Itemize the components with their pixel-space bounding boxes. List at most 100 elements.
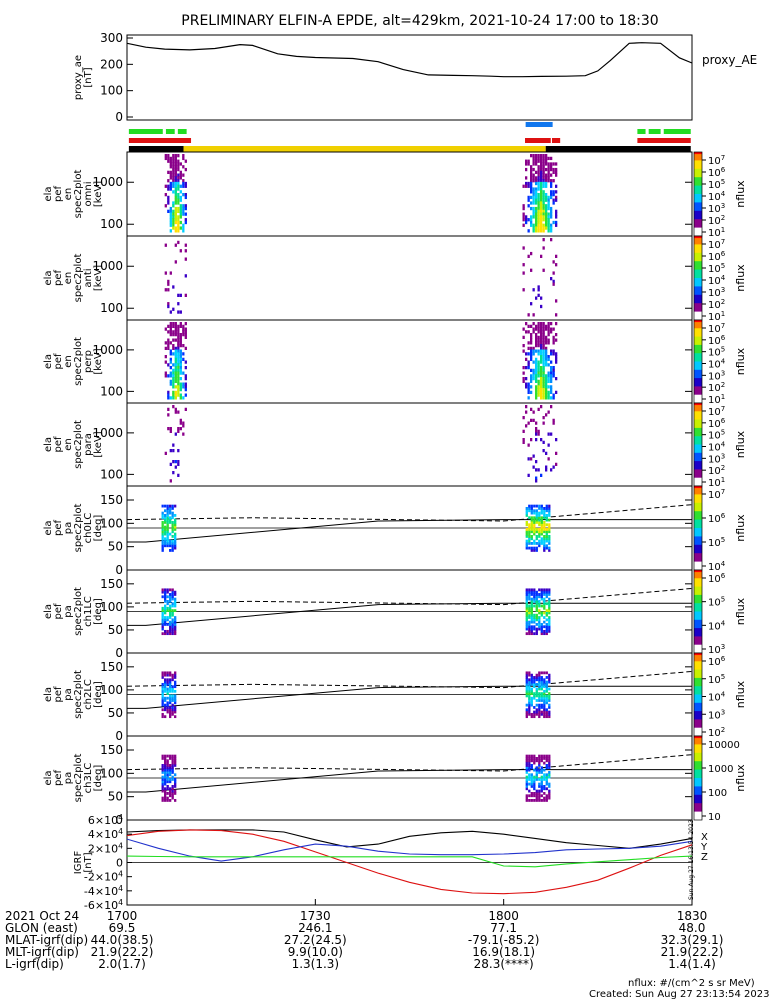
spectrogram-cell [540, 799, 543, 802]
spectrogram-cell [538, 792, 541, 795]
spectrogram-cell [166, 778, 169, 781]
spectrogram-cell [525, 546, 528, 550]
cbar-tick-label: 101 [708, 226, 725, 239]
spectrogram-cell [169, 778, 172, 781]
spectrogram-cell [522, 327, 525, 331]
spectrogram-cell [167, 344, 170, 348]
colorbar-cell [694, 530, 702, 533]
spectrogram-cell [174, 159, 177, 163]
time-row-value: 2.0(1.7) [98, 957, 146, 971]
spectrogram-cell [530, 549, 533, 552]
colorbar-cell [694, 330, 702, 333]
spectrogram-cell [167, 288, 170, 292]
spectrogram-cell [552, 198, 555, 202]
spectrogram-cell [171, 535, 174, 538]
spectrogram-cell [184, 243, 187, 247]
spectrogram-cell [161, 757, 164, 760]
ytick-label: 100 [100, 600, 123, 614]
spectrogram-cell [530, 521, 533, 524]
colorbar [693, 235, 703, 321]
spectrogram-cell [525, 609, 528, 612]
spectrogram-cell [171, 703, 174, 707]
spectrogram-cell [164, 678, 167, 682]
spectrogram-cell [525, 523, 528, 527]
spectrogram-cell [538, 785, 541, 788]
spectrogram-cell [532, 226, 535, 230]
spectrogram-cell [161, 789, 164, 793]
spectrogram-cell [540, 181, 543, 186]
spectrogram-cell [540, 338, 543, 342]
spectrogram-cell [540, 504, 543, 508]
spectrogram-cell [171, 609, 174, 612]
spectrogram-cell [535, 766, 538, 770]
colorbar-cell [694, 292, 702, 296]
spectrogram-cell [530, 782, 533, 786]
spectrogram-cell [540, 357, 543, 361]
colorbar-cell [694, 162, 702, 166]
spectrogram-cell [533, 799, 536, 802]
panel-ylabel-line: ela [43, 604, 54, 619]
spectrogram-cell [535, 341, 538, 345]
spectrogram-cell [535, 632, 538, 636]
spectrogram-cell [174, 539, 177, 543]
spectrogram-cell [164, 516, 167, 520]
spectrogram-cell [542, 385, 545, 389]
cbar-tick-label: 105 [708, 596, 725, 609]
spectrogram-cell [528, 764, 531, 767]
spectrogram-cell [161, 785, 164, 788]
colorbar-cell [694, 286, 702, 289]
spectrogram-cell [161, 768, 164, 772]
spectrogram-cell [530, 620, 533, 624]
spectrogram-cell [530, 187, 533, 191]
spectrogram-cell [174, 597, 177, 601]
spectrogram-cell [161, 511, 164, 515]
spectrogram-cell [527, 195, 530, 200]
spectrogram-cell [533, 546, 536, 550]
spectrogram-cell [528, 523, 531, 527]
spectrogram-cell [161, 606, 164, 610]
spectrogram-cell [164, 703, 167, 707]
spectrogram-cell [530, 535, 533, 538]
spectrogram-cell [166, 544, 169, 548]
spectrogram-cell [169, 349, 172, 353]
spectrogram-cell [177, 184, 180, 188]
colorbar-cell [694, 596, 702, 600]
spectrogram-cell [179, 333, 182, 337]
spectrogram-cell [547, 165, 550, 169]
spectrogram-cell [543, 715, 546, 719]
spectrogram-cell [538, 542, 541, 545]
spectrogram-cell [171, 618, 174, 622]
spectrogram-cell [533, 692, 536, 695]
colorbar-cell [694, 250, 702, 254]
panel-ylabel-line: [deg] [93, 598, 104, 625]
colorbar-cell [694, 594, 702, 598]
spectrogram-cell [547, 379, 550, 383]
spectrogram-cell [548, 546, 551, 550]
spectrogram-cell [177, 371, 180, 375]
spectrogram-cell [161, 590, 164, 594]
spectrogram-cell [542, 206, 545, 211]
spectrogram-cell [535, 296, 538, 300]
spectrogram-cell [532, 346, 535, 350]
spectrogram-cell [545, 195, 548, 200]
spectrogram-cell [525, 710, 528, 714]
spectrogram-cell [167, 209, 170, 213]
spectrogram-cell [166, 703, 169, 707]
spectrogram-cell [530, 604, 533, 608]
spectrogram-cell [164, 708, 167, 712]
spectrogram-cell [548, 785, 551, 788]
spectrogram-cell [182, 344, 185, 348]
colorbar-cell [694, 513, 702, 516]
spectrogram-cell [166, 671, 169, 675]
spectrogram-cell [548, 687, 551, 691]
spectrogram-cell [547, 355, 550, 359]
ae-ytick-label: 200 [100, 57, 123, 71]
spectrogram-cell [533, 694, 536, 698]
spectrogram-cell [167, 187, 170, 191]
spectrogram-cell [172, 154, 175, 158]
spectrogram-cell [545, 355, 548, 359]
spectrogram-cell [545, 676, 548, 679]
spectrogram-cell [548, 710, 551, 714]
spectrogram-cell [169, 173, 172, 177]
spectrogram-cell [171, 706, 174, 709]
